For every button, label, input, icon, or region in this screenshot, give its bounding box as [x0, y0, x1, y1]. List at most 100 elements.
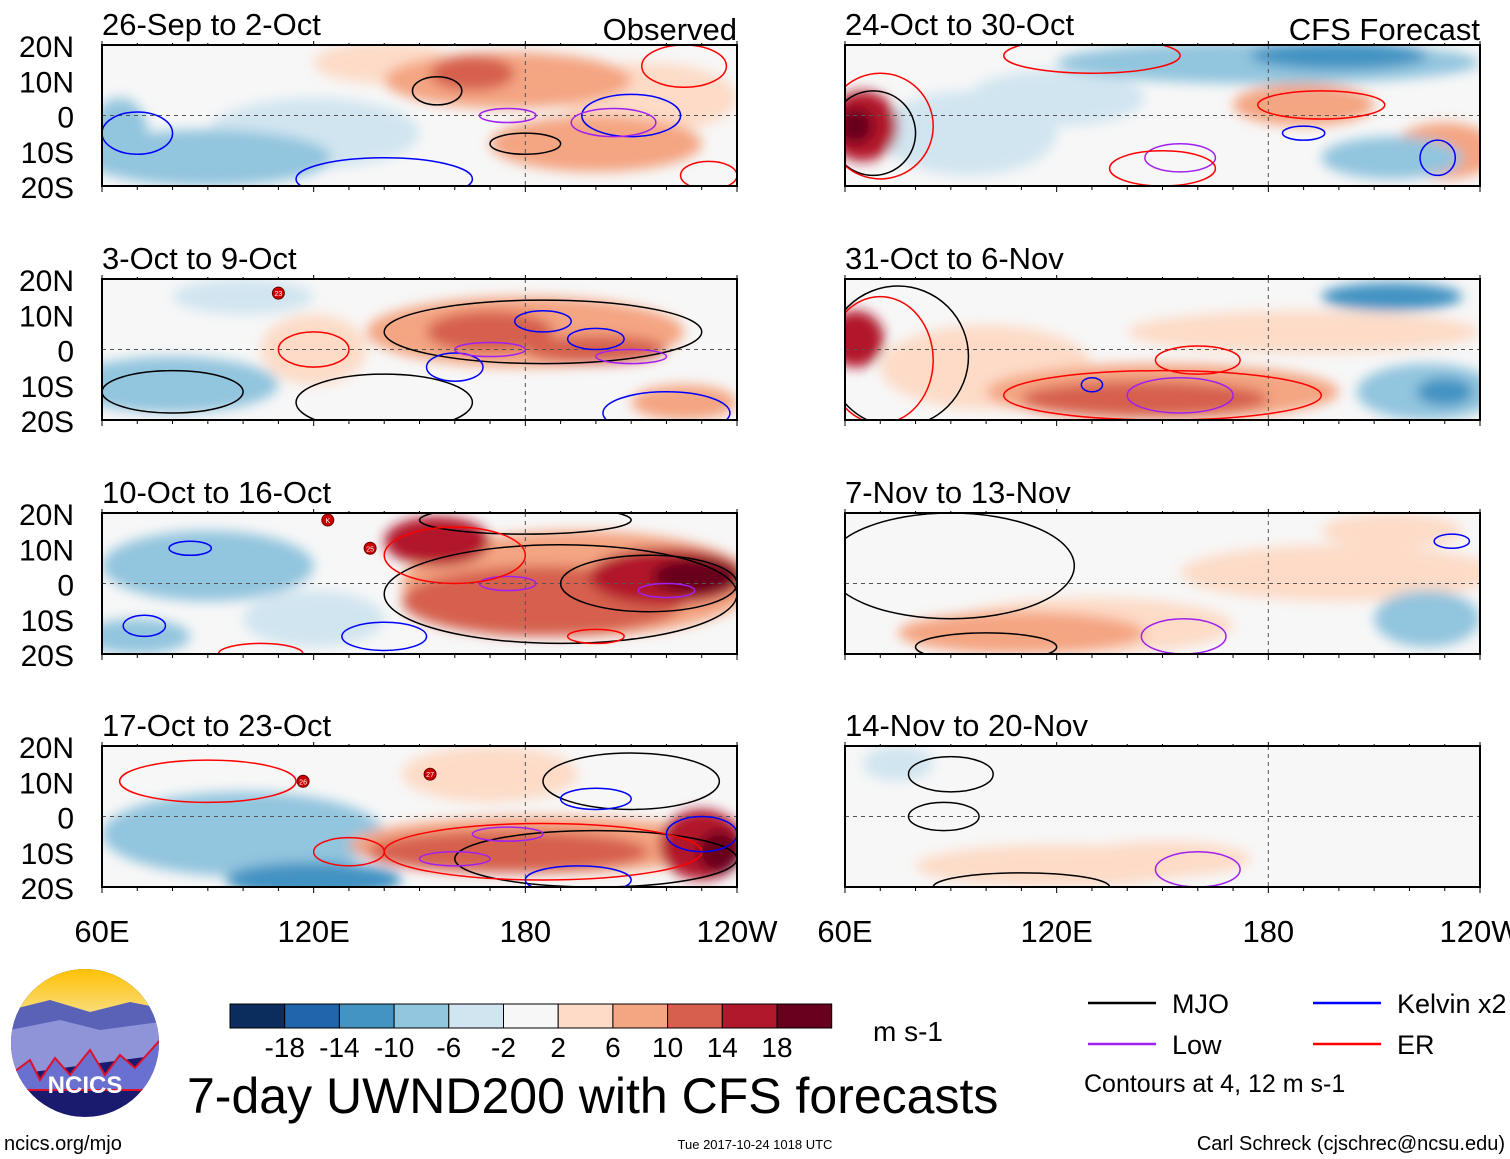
- contour-kelvin: [122, 614, 167, 638]
- wind-anomaly-region: [652, 558, 737, 595]
- storm-label: 23: [274, 291, 282, 298]
- wind-anomaly-region: [366, 830, 649, 873]
- contour-mjo: [489, 132, 562, 156]
- lon-tick-label: 60E: [817, 914, 872, 949]
- storm-label: 26: [299, 779, 307, 786]
- contour-kelvin: [341, 621, 428, 652]
- storm-marker: [271, 286, 285, 300]
- contour-kelvin: [1433, 533, 1471, 550]
- wind-anomaly-region: [172, 279, 314, 315]
- legend-label: MJO: [1172, 989, 1229, 1019]
- map-panel: 31-Oct to 6-Nov: [844, 241, 1481, 426]
- colorbar-tick-label: 18: [761, 1032, 792, 1063]
- contour-low: [1126, 376, 1234, 414]
- lat-tick-label: 20S: [21, 873, 74, 906]
- colorbar-tick-label: -18: [264, 1032, 304, 1063]
- column-header: CFS Forecast: [1289, 12, 1481, 47]
- contour-er: [1003, 369, 1322, 420]
- wind-anomaly-region: [631, 384, 737, 420]
- contour-er: [845, 72, 934, 180]
- lon-tick-label: 60E: [74, 914, 129, 949]
- contour-low: [1140, 618, 1227, 654]
- contour-mjo: [907, 755, 994, 793]
- contour-low: [478, 575, 537, 592]
- contour-mjo: [932, 872, 1111, 887]
- colorbar-swatch: [393, 1003, 450, 1029]
- panel-title: 31-Oct to 6-Nov: [845, 241, 1064, 276]
- contour-mjo: [102, 369, 244, 414]
- contour-low: [570, 107, 657, 138]
- colorbar-swatch: [721, 1003, 778, 1029]
- wind-anomaly-region: [225, 862, 402, 887]
- wind-anomaly-region: [243, 590, 385, 647]
- lat-tick-label: 0: [57, 570, 74, 603]
- logo-text: NCICS: [48, 1072, 123, 1099]
- colorbar-tick-label: -10: [374, 1032, 414, 1063]
- contour-mjo: [845, 90, 917, 177]
- contour-kelvin: [665, 815, 737, 853]
- wind-anomaly-region: [102, 791, 385, 877]
- lon-tick-label: 180: [499, 914, 551, 949]
- column-header: Observed: [603, 12, 737, 47]
- wind-anomaly-region: [102, 97, 148, 169]
- storm-label: 25: [366, 546, 374, 553]
- wind-anomaly-region: [384, 516, 491, 566]
- wind-anomaly-region: [862, 746, 934, 782]
- contour-low: [1154, 851, 1241, 887]
- colorbar-swatch: [612, 1003, 669, 1029]
- wind-anomaly-region: [1233, 83, 1375, 127]
- lat-tick-label: 20S: [21, 640, 74, 673]
- storm-marker: [321, 513, 335, 527]
- panel-title: 7-Nov to 13-Nov: [845, 475, 1071, 510]
- lat-tick-label: 10S: [21, 371, 74, 404]
- lon-tick-label: 120E: [1020, 914, 1092, 949]
- wind-anomaly-region: [1416, 377, 1473, 406]
- wind-anomaly-region: [1180, 544, 1480, 602]
- lat-tick-label: 0: [57, 336, 74, 369]
- source-url[interactable]: ncics.org/mjo: [4, 1133, 122, 1155]
- map-panel: 7-Nov to 13-Nov: [844, 475, 1481, 660]
- wind-anomaly-region: [845, 310, 884, 368]
- colorbar-swatch: [284, 1003, 340, 1029]
- contour-low: [471, 826, 544, 842]
- legend: MJO Kelvin x2 Low ER: [1088, 989, 1507, 1060]
- contour-mjo: [295, 373, 474, 420]
- contour-mjo: [383, 299, 703, 365]
- wind-anomaly-region: [102, 530, 314, 602]
- contour-low: [1144, 142, 1217, 173]
- wind-anomaly-region: [968, 69, 1145, 127]
- contour-kelvin: [514, 309, 572, 333]
- lat-tick-label: 10S: [21, 605, 74, 638]
- colorbar-tick-label: 2: [550, 1032, 566, 1063]
- contour-er: [118, 759, 297, 804]
- panel-title: 10-Oct to 16-Oct: [102, 475, 332, 510]
- lat-tick-label: 0: [57, 803, 74, 836]
- contour-mjo: [845, 285, 970, 420]
- panel-title: 24-Oct to 30-Oct: [845, 7, 1075, 42]
- wind-anomaly-region: [1374, 590, 1480, 647]
- lat-tick-label: 20N: [19, 31, 74, 64]
- wind-anomaly-region: [102, 356, 279, 413]
- colorbar: -18 -14 -10 -6 -2 2 6 10 14 18: [229, 1003, 833, 1063]
- contour-er: [845, 295, 934, 420]
- contour-kelvin: [566, 327, 625, 351]
- lat-tick-label: 10N: [19, 66, 74, 99]
- lat-tick-label: 20N: [19, 265, 74, 298]
- contour-kelvin: [102, 111, 174, 156]
- lat-tick-label: 20N: [19, 499, 74, 532]
- contour-er: [1003, 45, 1181, 74]
- contour-er: [277, 331, 350, 368]
- colorbar-swatch: [338, 1003, 395, 1029]
- wind-anomaly-region: [426, 310, 554, 354]
- lon-tick-label: 120W: [1440, 914, 1510, 949]
- contour-mjo: [914, 632, 1058, 654]
- colorbar-tick-label: -6: [436, 1032, 461, 1063]
- contour-er: [383, 526, 527, 585]
- lon-tick-label: 180: [1242, 914, 1294, 949]
- map-panel: 24-Oct to 30-Oct CFS Forecast: [844, 7, 1481, 192]
- contour-low: [595, 348, 668, 365]
- legend-label: ER: [1397, 1030, 1435, 1060]
- units-label: m s-1: [873, 1016, 943, 1047]
